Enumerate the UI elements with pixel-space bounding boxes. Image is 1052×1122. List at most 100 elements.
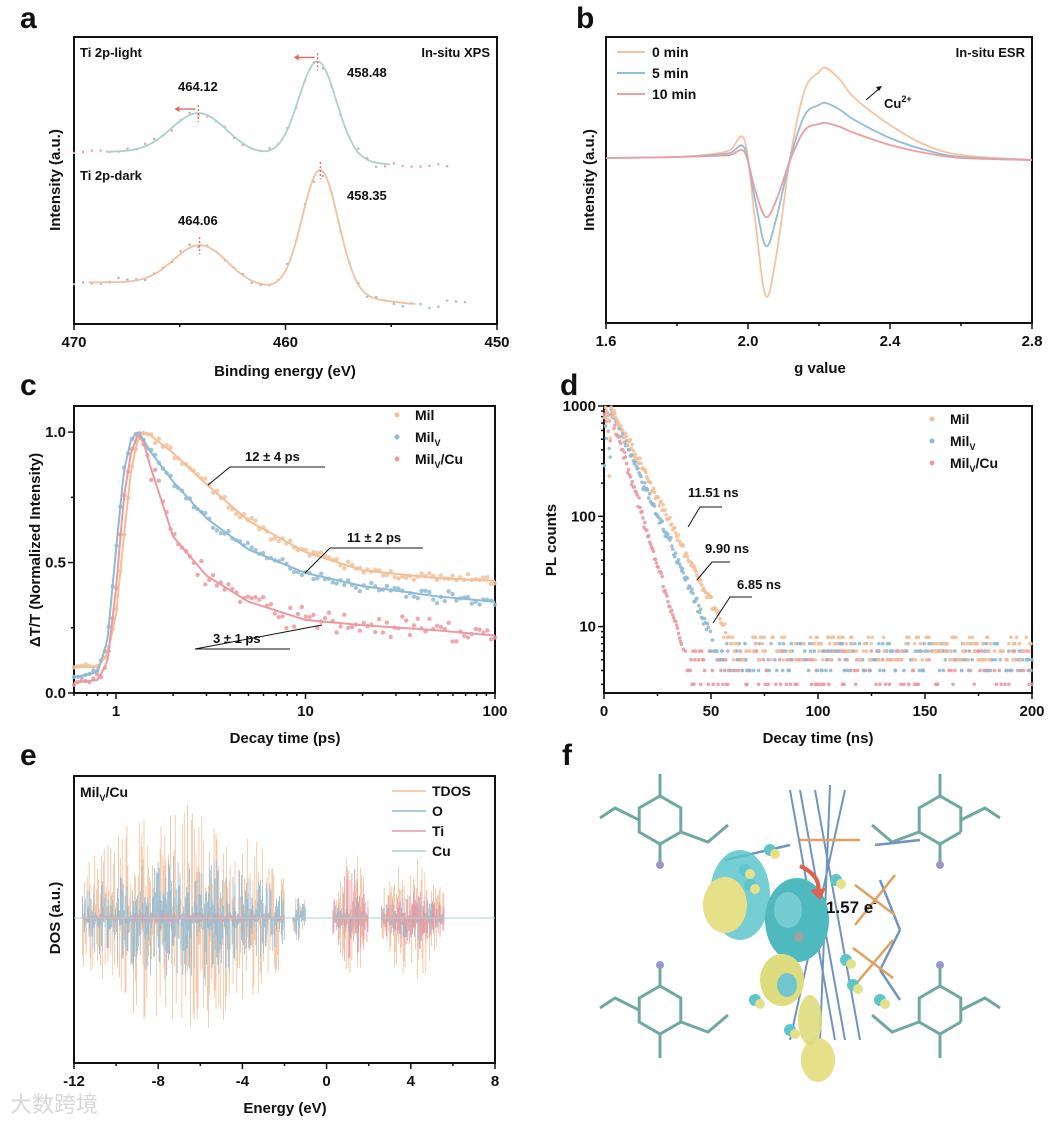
data-point — [988, 641, 993, 646]
yellow-isosurface — [853, 984, 863, 994]
data-point — [1029, 668, 1033, 673]
data-point — [438, 573, 444, 578]
data-point — [614, 415, 618, 420]
data-point — [291, 624, 297, 629]
data-point — [697, 657, 701, 662]
data-point — [890, 649, 895, 653]
data-point — [1029, 641, 1033, 646]
data-point — [731, 657, 736, 662]
data-point — [994, 682, 999, 687]
legend-label: 0 min — [652, 44, 689, 60]
data-point — [488, 637, 494, 642]
x-tick-label: 4 — [407, 1073, 416, 1090]
data-point — [427, 571, 432, 576]
data-point — [666, 532, 670, 537]
y-tick-label: 10 — [579, 619, 596, 636]
data-point — [753, 635, 758, 640]
data-point — [756, 657, 761, 662]
data-point — [751, 668, 756, 673]
data-point — [918, 641, 923, 646]
data-point — [917, 668, 922, 673]
panel-c-transient-absorption-chart: Decay time (ps) ΔT/T (Normalized Intensi… — [27, 405, 508, 747]
data-point — [705, 621, 710, 626]
cu-arrow — [865, 87, 881, 101]
data-point — [618, 441, 623, 446]
data-point — [454, 598, 459, 603]
data-point — [967, 649, 972, 653]
data-point — [670, 522, 674, 526]
data-point — [419, 588, 424, 594]
data-point — [249, 595, 254, 601]
data-point — [738, 649, 743, 653]
data-point — [172, 455, 177, 461]
data-point — [697, 603, 701, 608]
data-point — [970, 635, 975, 640]
x-tick-label: 470 — [61, 334, 86, 351]
panel-letter-e: e — [20, 739, 37, 772]
esr-curve — [605, 101, 1033, 248]
data-point — [643, 520, 647, 525]
cu-atom — [794, 932, 804, 942]
data-point — [962, 657, 967, 662]
data-point — [299, 604, 305, 610]
data-point — [831, 635, 836, 640]
panel-b-esr-chart: g value Intensity (a.u.) In-situ ESR 0 m… — [581, 36, 1042, 377]
data-point — [794, 657, 798, 662]
data-point — [844, 641, 848, 646]
data-point — [1010, 657, 1015, 662]
data-point — [912, 641, 917, 646]
data-point — [214, 583, 220, 588]
data-point — [604, 408, 609, 413]
data-point — [853, 668, 857, 673]
data-point — [427, 589, 432, 595]
nitrogen-atom — [936, 961, 944, 969]
data-point — [428, 306, 431, 310]
metal-bond — [854, 939, 894, 986]
yellow-isosurface — [790, 1029, 800, 1039]
bond — [960, 996, 1001, 1012]
data-point — [845, 657, 849, 662]
data-point — [454, 639, 459, 644]
data-point — [651, 486, 656, 491]
data-point — [745, 682, 749, 687]
data-point — [931, 641, 936, 646]
data-point — [799, 641, 803, 646]
legend-label: O — [432, 803, 443, 819]
data-point — [970, 657, 975, 662]
data-point — [789, 641, 794, 646]
data-point — [674, 623, 679, 627]
data-point — [318, 571, 324, 576]
lifetime-label: 3 ± 1 ps — [213, 631, 261, 646]
data-point — [311, 549, 316, 555]
data-point — [268, 601, 274, 607]
data-point — [485, 628, 490, 633]
x-tick-label: 460 — [273, 334, 298, 351]
data-point — [793, 641, 797, 646]
data-point — [676, 558, 681, 562]
data-point — [428, 164, 431, 168]
data-point — [869, 641, 873, 646]
data-point — [620, 431, 625, 436]
data-point — [245, 540, 251, 546]
arrow-head-icon — [810, 888, 826, 900]
data-point — [985, 635, 990, 640]
data-point — [1007, 682, 1011, 687]
data-point — [956, 657, 960, 662]
data-point — [1017, 641, 1022, 646]
data-point — [741, 657, 745, 662]
data-point — [657, 503, 662, 508]
data-point — [838, 649, 843, 653]
data-point — [702, 616, 707, 621]
data-point — [624, 434, 629, 439]
nitrogen-atom — [936, 861, 944, 869]
data-point — [226, 505, 231, 510]
data-point — [926, 649, 930, 653]
yellow-isosurface — [745, 869, 755, 879]
data-point — [886, 657, 891, 662]
data-point — [203, 510, 208, 516]
data-point — [1024, 635, 1029, 640]
data-point — [899, 649, 903, 653]
data-point — [604, 436, 609, 441]
data-point — [431, 597, 436, 602]
bond — [960, 806, 1001, 822]
